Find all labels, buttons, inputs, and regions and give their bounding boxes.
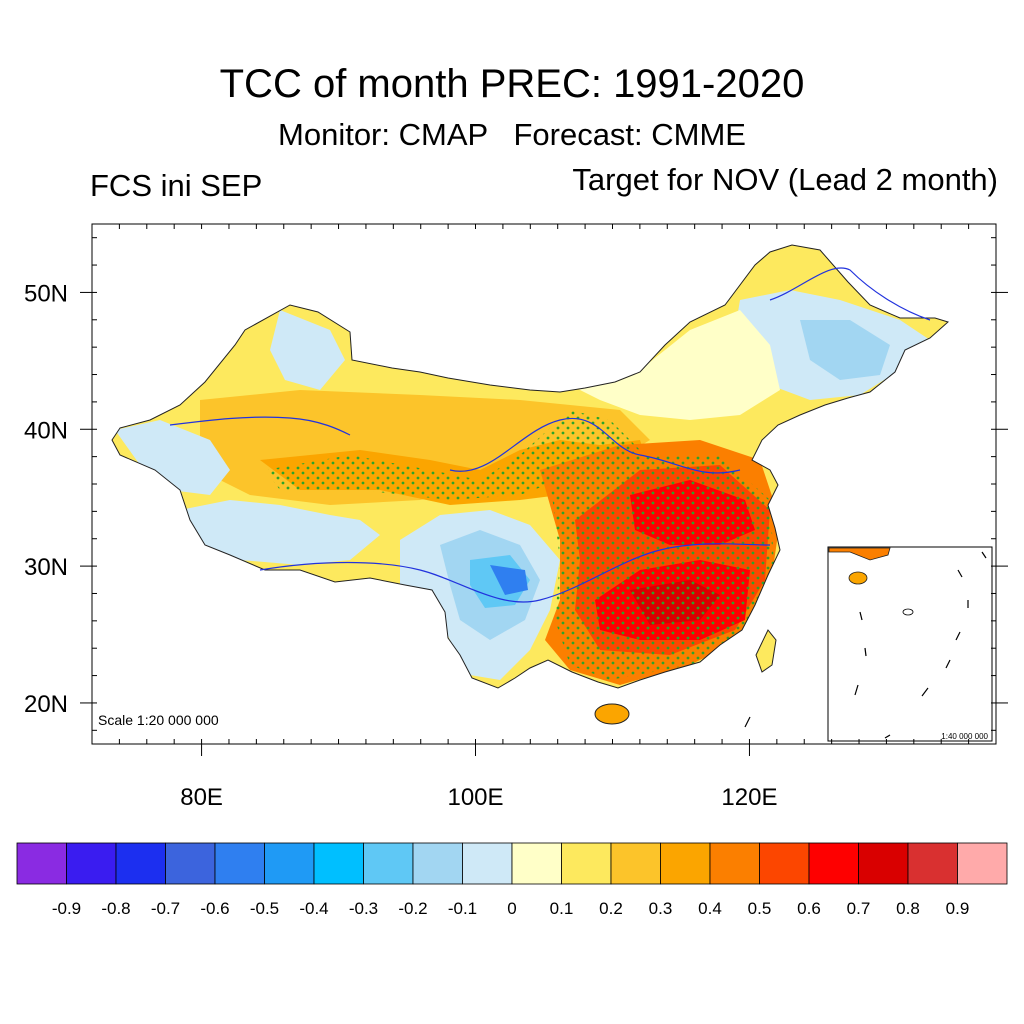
colorbar-swatch bbox=[957, 842, 1008, 885]
lat-tick-label: 30N bbox=[24, 554, 68, 581]
field-paleyellow-north bbox=[560, 310, 780, 420]
colorbar-swatch bbox=[610, 842, 661, 885]
colorbar-label: 0 bbox=[507, 899, 516, 918]
chart-subtitle: Monitor: CMAP Forecast: CMME bbox=[278, 117, 746, 152]
colorbar-label: -0.3 bbox=[349, 899, 378, 918]
colorbar-swatch bbox=[412, 842, 463, 885]
axes: 80E 100E 120E 20N 30N 40N 50N bbox=[24, 224, 1008, 811]
field-blue-northeast bbox=[800, 320, 890, 380]
main-scale-label: Scale 1:20 000 000 bbox=[98, 712, 219, 728]
colorbar-label: 0.2 bbox=[599, 899, 623, 918]
colorbar-swatch bbox=[907, 842, 958, 885]
taiwan-island bbox=[755, 629, 777, 673]
colorbar-swatch bbox=[66, 842, 117, 885]
colorbar: -0.9 -0.8 -0.7 -0.6 -0.5 -0.4 -0.3 -0.2 -0.1 0 0.1… bbox=[16, 842, 1008, 918]
colorbar-swatch bbox=[709, 842, 760, 885]
colorbar-label: -0.1 bbox=[448, 899, 477, 918]
colorbar-swatch bbox=[511, 842, 562, 885]
colorbar-label: -0.9 bbox=[52, 899, 81, 918]
inset-scale-label: 1:40 000 000 bbox=[941, 732, 988, 741]
colorbar-swatch bbox=[165, 842, 216, 885]
inset-hainan bbox=[848, 571, 868, 585]
colorbar-swatch bbox=[115, 842, 166, 885]
river-amur bbox=[769, 267, 931, 321]
colorbar-swatch bbox=[808, 842, 859, 885]
lat-tick-label: 40N bbox=[24, 417, 68, 444]
colorbar-swatch bbox=[214, 842, 265, 885]
colorbar-swatch bbox=[16, 842, 67, 885]
colorbar-label: -0.8 bbox=[101, 899, 130, 918]
inset-islet bbox=[902, 608, 914, 616]
lat-tick-label: 20N bbox=[24, 691, 68, 718]
colorbar-swatch bbox=[858, 842, 909, 885]
left-label: FCS ini SEP bbox=[90, 168, 262, 203]
colorbar-swatch bbox=[313, 842, 364, 885]
colorbar-label: -0.4 bbox=[299, 899, 328, 918]
colorbar-label: 0.4 bbox=[698, 899, 722, 918]
river-yellow bbox=[449, 417, 741, 474]
lon-tick-label: 120E bbox=[721, 784, 777, 811]
colorbar-label: -0.6 bbox=[200, 899, 229, 918]
colorbar-label: 0.1 bbox=[550, 899, 574, 918]
colorbar-swatch bbox=[759, 842, 810, 885]
river-yangtze bbox=[259, 543, 771, 603]
lon-tick-label: 100E bbox=[447, 784, 503, 811]
field-lightblue-tibet bbox=[180, 500, 380, 565]
colorbar-label: -0.5 bbox=[250, 899, 279, 918]
river-tarim bbox=[169, 416, 351, 436]
hainan-island bbox=[594, 703, 630, 725]
lon-tick-label: 80E bbox=[180, 784, 223, 811]
china-tcc-field bbox=[112, 245, 948, 688]
inset-nine-dash bbox=[854, 551, 987, 739]
border-dash bbox=[744, 716, 751, 728]
field-lightblue-tarim bbox=[115, 420, 230, 495]
colorbar-label: 0.7 bbox=[847, 899, 871, 918]
field-core-southwest bbox=[490, 565, 528, 595]
colorbar-label: 0.5 bbox=[748, 899, 772, 918]
field-lightblue-north bbox=[270, 310, 345, 390]
lat-tick-label: 50N bbox=[24, 280, 68, 307]
colorbar-label: 0.3 bbox=[649, 899, 673, 918]
chart-title: TCC of month PREC: 1991-2020 bbox=[220, 62, 805, 106]
colorbar-label: 0.8 bbox=[896, 899, 920, 918]
colorbar-swatch bbox=[462, 842, 513, 885]
stipple-central bbox=[265, 410, 640, 500]
colorbar-swatch bbox=[561, 842, 612, 885]
colorbar-swatch bbox=[264, 842, 315, 885]
right-label: Target for NOV (Lead 2 month) bbox=[572, 162, 998, 197]
colorbar-label: -0.2 bbox=[398, 899, 427, 918]
colorbar-label: -0.7 bbox=[151, 899, 180, 918]
colorbar-label: 0.6 bbox=[797, 899, 821, 918]
colorbar-label: 0.9 bbox=[946, 899, 970, 918]
inset-coast bbox=[828, 547, 891, 561]
stipple-east bbox=[550, 455, 775, 680]
colorbar-swatch bbox=[363, 842, 414, 885]
colorbar-swatch bbox=[660, 842, 711, 885]
